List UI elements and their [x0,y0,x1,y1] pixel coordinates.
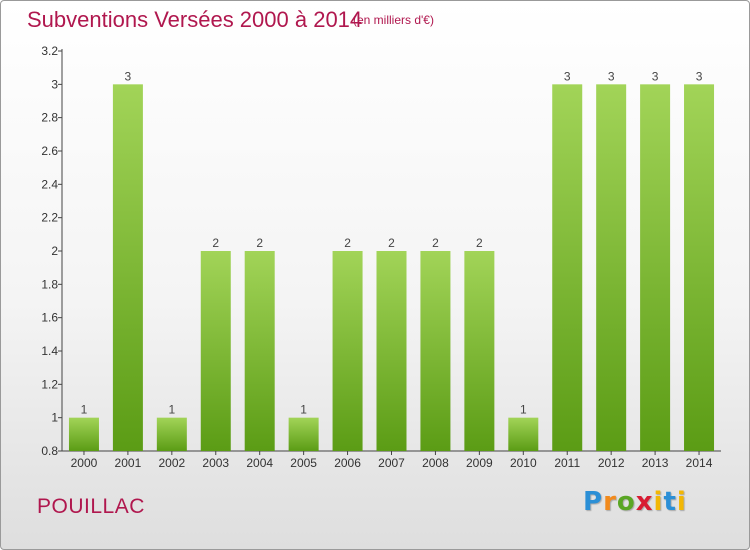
bar [420,251,451,451]
bar [508,417,539,451]
y-tick-label: 3.2 [41,44,58,58]
x-tick-label: 2008 [422,456,449,470]
axes: 0.8 1 1.2 1.4 1.6 1.8 2 2.2 2.4 2.6 2.8 3 3.2 2000 200… [41,44,721,470]
bar-value-label: 2 [388,236,395,250]
y-tick-label: 2.8 [41,111,58,125]
bar [552,84,583,451]
bar [68,417,99,451]
x-tick-label: 2002 [158,456,185,470]
bar-value-label: 1 [300,403,307,417]
bar [376,251,407,451]
x-tick-label: 2012 [598,456,625,470]
proxiti-logo: Proxiti [583,487,687,517]
bar [244,251,275,451]
y-tick-label: 2.4 [41,177,58,191]
x-tick-label: 2001 [115,456,142,470]
y-tick-label: 1 [51,411,58,425]
bar-value-label: 3 [608,69,615,83]
bar-value-label: 2 [476,236,483,250]
bar [200,251,231,451]
bar-value-label: 2 [344,236,351,250]
y-tick-label: 1.8 [41,277,58,291]
y-tick-label: 3 [51,77,58,91]
bar-value-label: 2 [256,236,263,250]
bar-value-label: 3 [564,69,571,83]
bar [288,417,319,451]
x-tick-label: 2013 [642,456,669,470]
x-tick-label: 2007 [378,456,405,470]
x-tick-label: 2011 [554,456,580,470]
x-tick-label: 2000 [71,456,98,470]
bar-value-label: 1 [168,403,175,417]
bar-value-label: 3 [652,69,659,83]
x-tick-label: 2006 [334,456,361,470]
x-tick-label: 2003 [202,456,229,470]
x-tick-label: 2009 [466,456,493,470]
commune-name: POUILLAC [37,495,145,518]
bar [684,84,715,451]
bar-value-label: 2 [432,236,439,250]
bar [112,84,143,451]
y-tick-label: 2 [51,244,58,258]
bar-value-label: 1 [81,403,88,417]
y-tick-label: 0.8 [41,444,58,458]
bar-value-label: 3 [696,69,703,83]
x-tick-label: 2010 [510,456,537,470]
bar-value-label: 1 [520,403,527,417]
x-tick-label: 2014 [686,456,713,470]
y-tick-label: 1.4 [41,344,58,358]
bar [332,251,363,451]
bar [464,251,495,451]
chart-title: Subventions Versées 2000 à 2014 [27,7,363,32]
bar [640,84,671,451]
bar [156,417,187,451]
y-tick-label: 2.6 [41,144,58,158]
y-tick-label: 1.6 [41,311,58,325]
bar-value-label: 3 [125,69,132,83]
x-tick-label: 2004 [246,456,273,470]
chart-unit: (en milliers d'€) [353,13,434,27]
bars: 1 3 1 2 2 1 2 2 2 2 1 3 3 3 3 [68,69,715,451]
y-tick-label: 2.2 [41,211,58,225]
x-tick-label: 2005 [290,456,317,470]
y-tick-label: 1.2 [41,377,58,391]
bar [596,84,627,451]
bar-value-label: 2 [212,236,219,250]
